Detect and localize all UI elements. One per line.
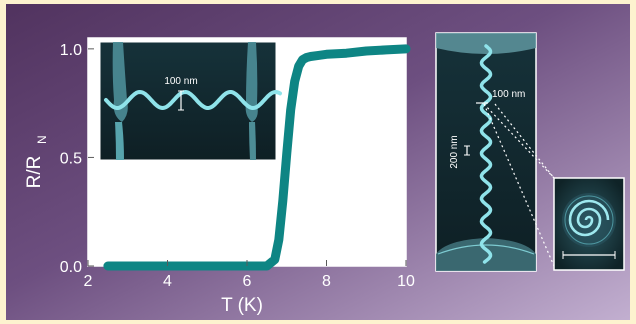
resistance-curve	[103, 44, 411, 271]
right-scale-label: 100 nm	[492, 89, 525, 100]
left-electrode-lower	[115, 122, 124, 160]
y-axis-label: R/R N	[24, 135, 49, 188]
spiral-cross-section	[568, 199, 610, 237]
figure-svg: 2 4 6 8 100.00.51.0 T (K) R/R N 100 nm 100 n	[6, 4, 630, 320]
y-tick-label: 1.0	[60, 42, 82, 59]
right-electrode	[245, 42, 258, 122]
sem-inset-helix: 100 nm	[99, 41, 282, 161]
figure-panel: 2 4 6 8 10 0.0 0.5 1.0 T (K) R/R N 100 nm 100 n	[6, 4, 630, 320]
helix-nanowire	[104, 89, 282, 111]
y-axis-label-main: R/R	[24, 156, 45, 189]
y-tick-label: 0.0	[60, 259, 82, 276]
left-scale-label: 100 nm	[164, 76, 197, 87]
bottom-contact	[436, 238, 536, 271]
sem-cross-section-inset	[553, 177, 625, 271]
x-tick-label: 10	[397, 273, 415, 290]
x-tick-label: 2	[84, 273, 93, 290]
sem-inset-vertical-helix: 100 nm 200 nm	[435, 32, 537, 272]
top-contact	[436, 33, 536, 54]
left-electrode	[112, 42, 128, 122]
vertical-sem-frame	[435, 32, 537, 272]
x-tick-label: 4	[163, 273, 172, 290]
vertical-scale-label: 200 nm	[449, 135, 460, 168]
y-axis-label-subscript: N	[35, 135, 49, 144]
vertical-helix-nanowire	[479, 44, 493, 264]
right-electrode-lower	[249, 122, 256, 160]
x-tick-label: 6	[243, 273, 252, 290]
projection-lines	[483, 103, 555, 267]
y-tick-label: 0.5	[60, 150, 82, 167]
x-axis-label: T (K)	[221, 295, 263, 316]
axis-ticks: 2 4 6 8 10 0.0 0.5 1.0	[60, 42, 415, 290]
x-tick-label: 8	[322, 273, 331, 290]
